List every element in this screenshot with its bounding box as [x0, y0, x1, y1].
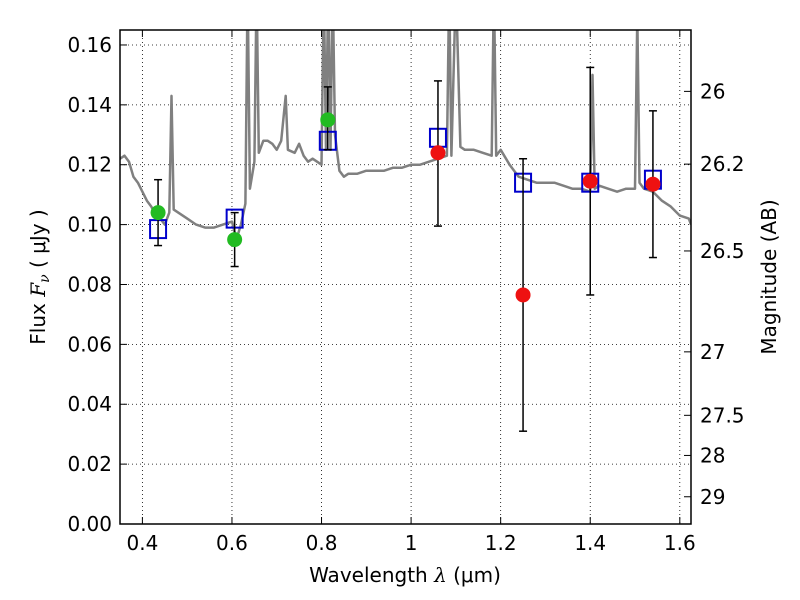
observed-nir-point [582, 173, 598, 189]
y2-tick-label: 26.5 [700, 239, 745, 263]
observed-optical-point [320, 112, 336, 128]
grid-lines [120, 30, 691, 525]
y2-tick-label: 26.2 [700, 152, 745, 176]
y2-tick-label: 26 [700, 79, 725, 103]
y-axis-title: Flux Fν ( μJy ) [26, 209, 53, 344]
x-tick-label: 0.4 [126, 531, 158, 555]
x-tick-label: 0.6 [216, 531, 248, 555]
x-tick-label: 0.8 [306, 531, 338, 555]
y2-tick-label: 27.5 [700, 403, 745, 427]
data-series [120, 30, 691, 432]
y-tick-label: 0.06 [67, 332, 112, 356]
x-axis-title: Wavelength λ (μm) [309, 563, 501, 587]
y2-axis-title: Magnitude (AB) [757, 199, 781, 354]
y2-tick-label: 28 [700, 443, 725, 467]
y-tick-label: 0.12 [67, 153, 112, 177]
y-tick-label: 0.08 [67, 272, 112, 296]
x-tick-label: 1.2 [485, 531, 517, 555]
y-tick-label: 0.02 [67, 452, 112, 476]
y-tick-label: 0.04 [67, 392, 112, 416]
observed-optical-point [227, 232, 243, 248]
observed-nir-point [645, 176, 661, 192]
axis-ticks: 0.4 0.6 0.8 1 1.2 1.4 1.6 0.00 0.02 0.04 0.06 0.08 0… [67, 30, 745, 555]
plot-frame [119, 29, 692, 525]
observed-nir-point [515, 287, 531, 303]
y-tick-label: 0.16 [67, 33, 112, 57]
x-tick-label: 1 [405, 531, 418, 555]
x-tick-label: 1.4 [574, 531, 606, 555]
y-tick-label: 0.00 [67, 512, 112, 536]
x-tick-label: 1.6 [664, 531, 696, 555]
y2-tick-label: 27 [700, 340, 725, 364]
y2-tick-label: 29 [700, 485, 725, 509]
y-tick-label: 0.14 [67, 93, 112, 117]
observed-nir-point [430, 145, 446, 161]
axes-frame [119, 29, 692, 525]
observed-optical-point [150, 205, 166, 221]
model-spectrum-line [120, 30, 691, 241]
y-tick-label: 0.10 [67, 213, 112, 237]
